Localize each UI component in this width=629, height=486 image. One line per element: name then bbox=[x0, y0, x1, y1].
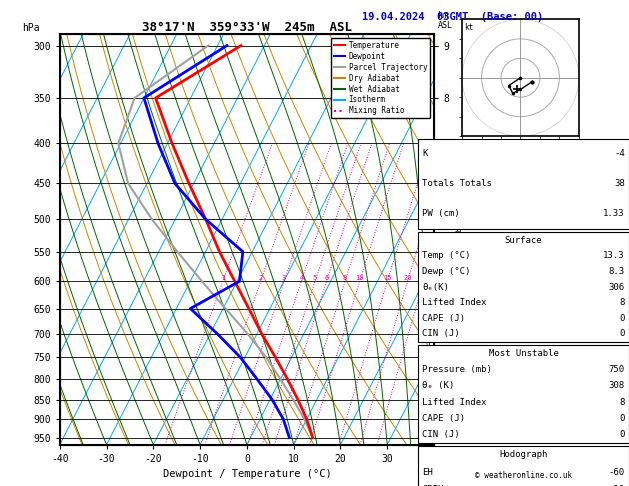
Text: hPa: hPa bbox=[23, 23, 40, 33]
Text: 13.3: 13.3 bbox=[603, 251, 625, 260]
Text: © weatheronline.co.uk: © weatheronline.co.uk bbox=[475, 471, 572, 480]
Text: CAPE (J): CAPE (J) bbox=[423, 314, 465, 323]
Text: km
ASL: km ASL bbox=[438, 11, 453, 30]
Text: 2: 2 bbox=[259, 275, 263, 281]
Text: 8: 8 bbox=[343, 275, 347, 281]
Text: Hodograph: Hodograph bbox=[499, 450, 548, 459]
Text: 38: 38 bbox=[614, 179, 625, 188]
Y-axis label: Mixing Ratio (g/kg): Mixing Ratio (g/kg) bbox=[451, 192, 460, 287]
Text: 8: 8 bbox=[620, 298, 625, 307]
Text: CAPE (J): CAPE (J) bbox=[423, 414, 465, 423]
Text: 306: 306 bbox=[609, 282, 625, 292]
Text: CIN (J): CIN (J) bbox=[423, 330, 460, 338]
Text: K: K bbox=[423, 149, 428, 158]
Legend: Temperature, Dewpoint, Parcel Trajectory, Dry Adiabat, Wet Adiabat, Isotherm, Mi: Temperature, Dewpoint, Parcel Trajectory… bbox=[331, 38, 430, 119]
Text: 3: 3 bbox=[282, 275, 286, 281]
Text: -60: -60 bbox=[609, 468, 625, 477]
Text: Most Unstable: Most Unstable bbox=[489, 349, 559, 358]
Text: EH: EH bbox=[423, 468, 433, 477]
Bar bbox=[418, 446, 629, 486]
Text: 5: 5 bbox=[313, 275, 317, 281]
Text: 0: 0 bbox=[620, 414, 625, 423]
Text: Lifted Index: Lifted Index bbox=[423, 398, 487, 406]
Text: θₑ (K): θₑ (K) bbox=[423, 382, 455, 390]
Title: 38°17'N  359°33'W  245m  ASL: 38°17'N 359°33'W 245m ASL bbox=[142, 21, 352, 34]
Text: 0: 0 bbox=[620, 330, 625, 338]
Text: Totals Totals: Totals Totals bbox=[423, 179, 493, 188]
Bar bbox=[418, 345, 629, 443]
Text: 4: 4 bbox=[299, 275, 303, 281]
Text: LCL: LCL bbox=[434, 418, 454, 428]
Text: CIN (J): CIN (J) bbox=[423, 430, 460, 439]
Text: 8: 8 bbox=[620, 398, 625, 406]
X-axis label: Dewpoint / Temperature (°C): Dewpoint / Temperature (°C) bbox=[162, 469, 331, 479]
Text: 25: 25 bbox=[420, 275, 428, 281]
Text: 19.04.2024  03GMT  (Base: 00): 19.04.2024 03GMT (Base: 00) bbox=[362, 12, 543, 22]
Text: kt: kt bbox=[464, 23, 474, 32]
Text: Temp (°C): Temp (°C) bbox=[423, 251, 471, 260]
Text: -18: -18 bbox=[609, 485, 625, 486]
Text: Surface: Surface bbox=[505, 236, 542, 244]
Text: θₑ(K): θₑ(K) bbox=[423, 282, 449, 292]
Text: PW (cm): PW (cm) bbox=[423, 209, 460, 218]
Bar bbox=[418, 139, 629, 229]
Text: 6: 6 bbox=[325, 275, 328, 281]
Text: 0: 0 bbox=[620, 430, 625, 439]
Text: 750: 750 bbox=[609, 365, 625, 374]
Text: 308: 308 bbox=[609, 382, 625, 390]
Text: 0: 0 bbox=[620, 314, 625, 323]
Text: 15: 15 bbox=[383, 275, 392, 281]
Text: Dewp (°C): Dewp (°C) bbox=[423, 267, 471, 276]
Text: 10: 10 bbox=[355, 275, 364, 281]
Text: -4: -4 bbox=[614, 149, 625, 158]
Text: 20: 20 bbox=[403, 275, 412, 281]
Bar bbox=[418, 232, 629, 342]
Text: Pressure (mb): Pressure (mb) bbox=[423, 365, 493, 374]
Text: 1: 1 bbox=[221, 275, 225, 281]
Text: SREH: SREH bbox=[423, 485, 444, 486]
Text: 1.33: 1.33 bbox=[603, 209, 625, 218]
Text: Lifted Index: Lifted Index bbox=[423, 298, 487, 307]
Text: 8.3: 8.3 bbox=[609, 267, 625, 276]
